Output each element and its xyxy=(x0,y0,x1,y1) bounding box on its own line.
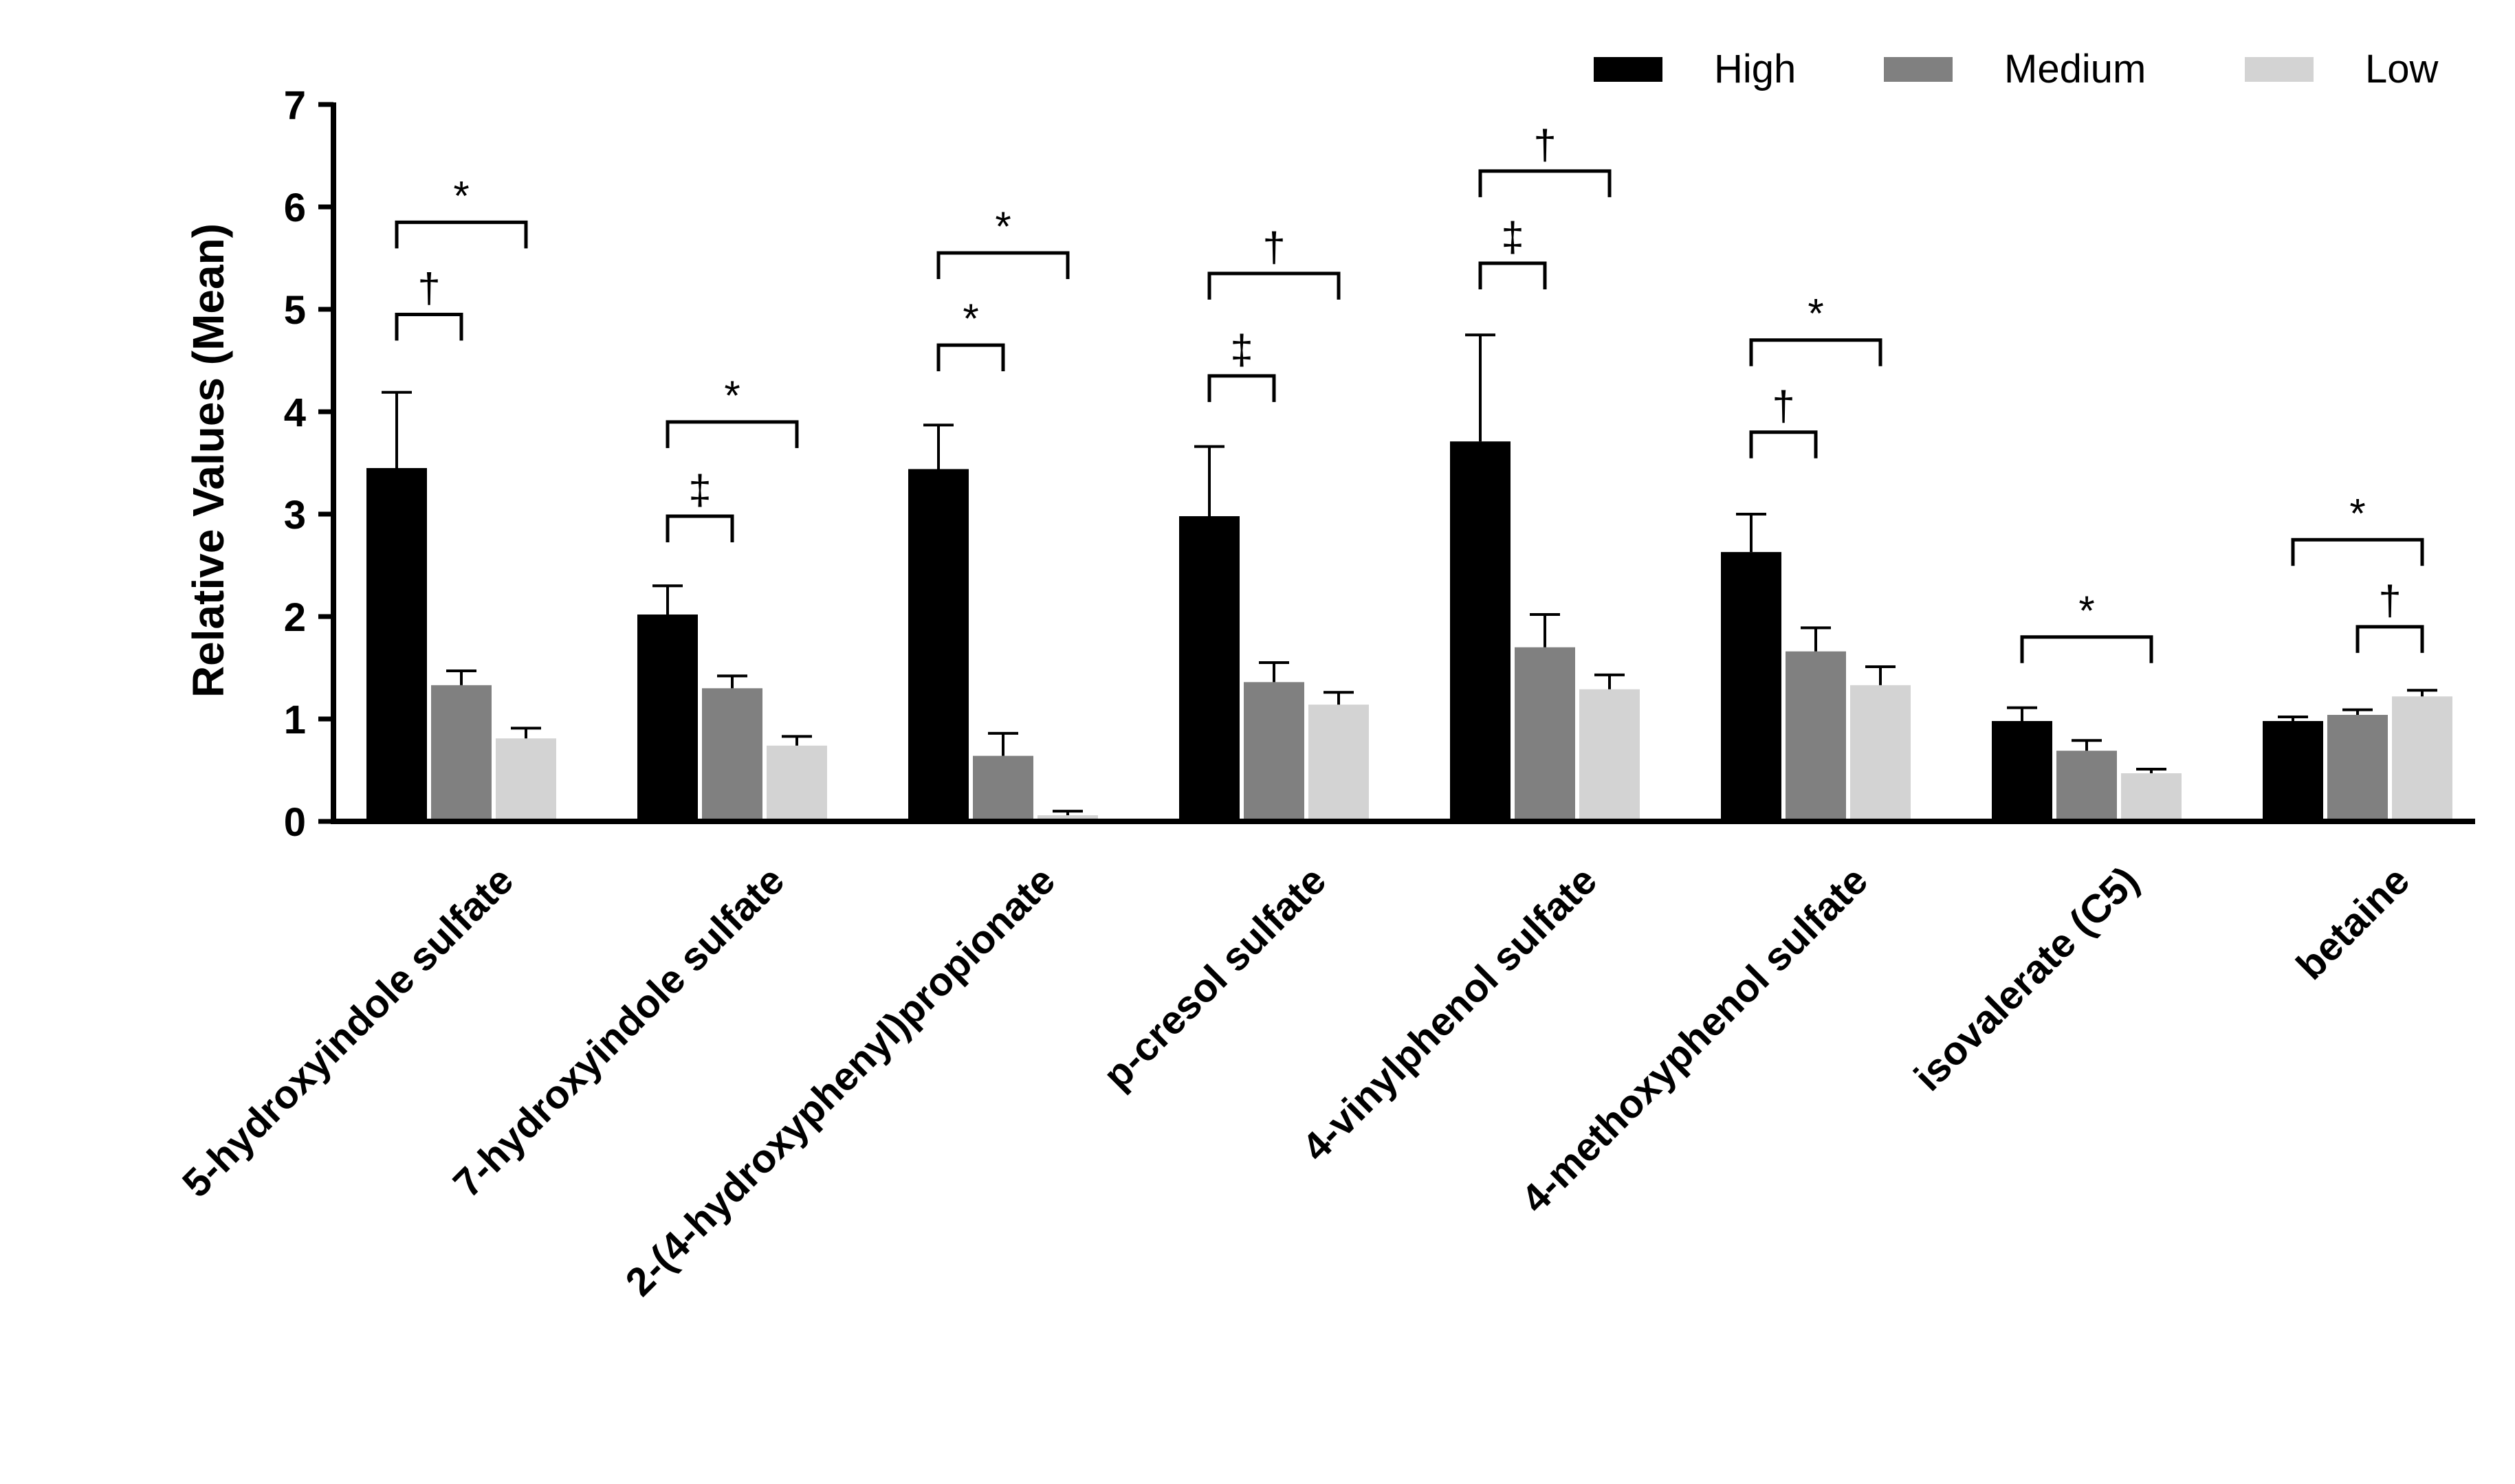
y-tick-label: 2 xyxy=(284,595,306,640)
y-axis-title: Relative Values (Mean) xyxy=(184,223,233,698)
bar-high xyxy=(637,614,698,821)
bar-low xyxy=(2392,696,2452,821)
bar-low xyxy=(1579,689,1640,821)
bars xyxy=(366,441,2452,821)
y-tick-label: 3 xyxy=(284,493,306,538)
bar-medium xyxy=(1786,651,1846,821)
significance-marker: † xyxy=(417,265,440,311)
bar-high xyxy=(908,469,969,821)
bar-medium xyxy=(973,755,1033,821)
significance-bracket xyxy=(1478,169,1612,197)
bar-high xyxy=(1179,516,1240,821)
legend-label-high: High xyxy=(1714,47,1796,91)
legend-label-medium: Medium xyxy=(2004,47,2146,91)
bar-high xyxy=(366,467,427,821)
significance-bracket xyxy=(1749,338,1882,366)
y-tick-label: 4 xyxy=(284,390,306,435)
bar-high xyxy=(1992,720,2052,821)
significance-marker: † xyxy=(2378,577,2401,623)
significance-marker: † xyxy=(1262,224,1285,270)
bar-medium xyxy=(702,688,762,821)
significance-marker: * xyxy=(1808,291,1823,337)
significance-brackets: †*‡***‡† ‡††** †* xyxy=(395,122,2424,663)
bar-low xyxy=(767,745,827,821)
bar-medium xyxy=(2327,715,2388,821)
significance-bracket xyxy=(1478,261,1547,289)
significance-bracket xyxy=(395,220,528,249)
significance-bracket xyxy=(1207,272,1341,300)
error-bars xyxy=(382,333,2437,816)
bar-low xyxy=(496,738,556,821)
significance-marker: * xyxy=(2078,588,2094,634)
significance-marker: * xyxy=(2349,490,2365,536)
bar-medium xyxy=(1515,647,1575,821)
y-tick-label: 6 xyxy=(284,186,306,230)
y-tick-label: 5 xyxy=(284,288,306,333)
category-label: 2-(4-hydroxyphenyl)propionate xyxy=(617,858,1064,1305)
category-label: p-cresol sulfate xyxy=(1095,858,1335,1098)
bar-high xyxy=(2263,720,2323,821)
significance-marker: ‡ xyxy=(1230,326,1253,373)
significance-marker: * xyxy=(724,373,740,419)
category-label: 4-vinylphenol sulfate xyxy=(1293,858,1605,1170)
legend-swatch-high xyxy=(1594,57,1662,82)
bar-medium xyxy=(1244,682,1304,821)
legend: High Medium Low xyxy=(1594,47,2439,91)
significance-bracket xyxy=(666,420,799,448)
significance-marker: * xyxy=(453,173,469,219)
significance-bracket xyxy=(666,514,734,542)
bar-low xyxy=(1850,685,1911,821)
significance-bracket xyxy=(2020,635,2153,663)
significance-bracket xyxy=(1207,374,1276,402)
significance-bracket xyxy=(395,312,463,341)
bar-medium xyxy=(431,685,492,821)
significance-marker: † xyxy=(1772,383,1794,429)
significance-marker: * xyxy=(963,296,978,342)
significance-marker: † xyxy=(1533,122,1556,168)
y-tick-label: 7 xyxy=(284,83,306,128)
legend-label-low: Low xyxy=(2365,47,2439,91)
significance-bracket xyxy=(1749,430,1818,458)
category-label: betaine xyxy=(2288,858,2419,988)
legend-swatch-medium xyxy=(1884,57,1953,82)
category-label: isovalerate (C5) xyxy=(1906,858,2147,1099)
bar-low xyxy=(2121,773,2182,821)
bar-low xyxy=(1037,815,1098,821)
bar-high xyxy=(1721,552,1781,821)
bar-low xyxy=(1308,705,1369,821)
legend-swatch-low xyxy=(2245,57,2314,82)
significance-bracket xyxy=(936,343,1005,372)
bar-high xyxy=(1450,441,1511,821)
significance-bracket xyxy=(936,251,1070,280)
significance-bracket xyxy=(2291,538,2424,566)
y-tick-label: 0 xyxy=(284,800,306,845)
bar-medium xyxy=(2056,751,2117,821)
y-axis: 0 1 2 3 4 5 6 7 xyxy=(284,83,336,845)
significance-bracket xyxy=(2355,625,2424,653)
significance-marker: ‡ xyxy=(688,467,711,513)
y-tick-label: 1 xyxy=(284,698,306,742)
significance-marker: ‡ xyxy=(1501,214,1524,260)
significance-marker: * xyxy=(995,203,1011,250)
